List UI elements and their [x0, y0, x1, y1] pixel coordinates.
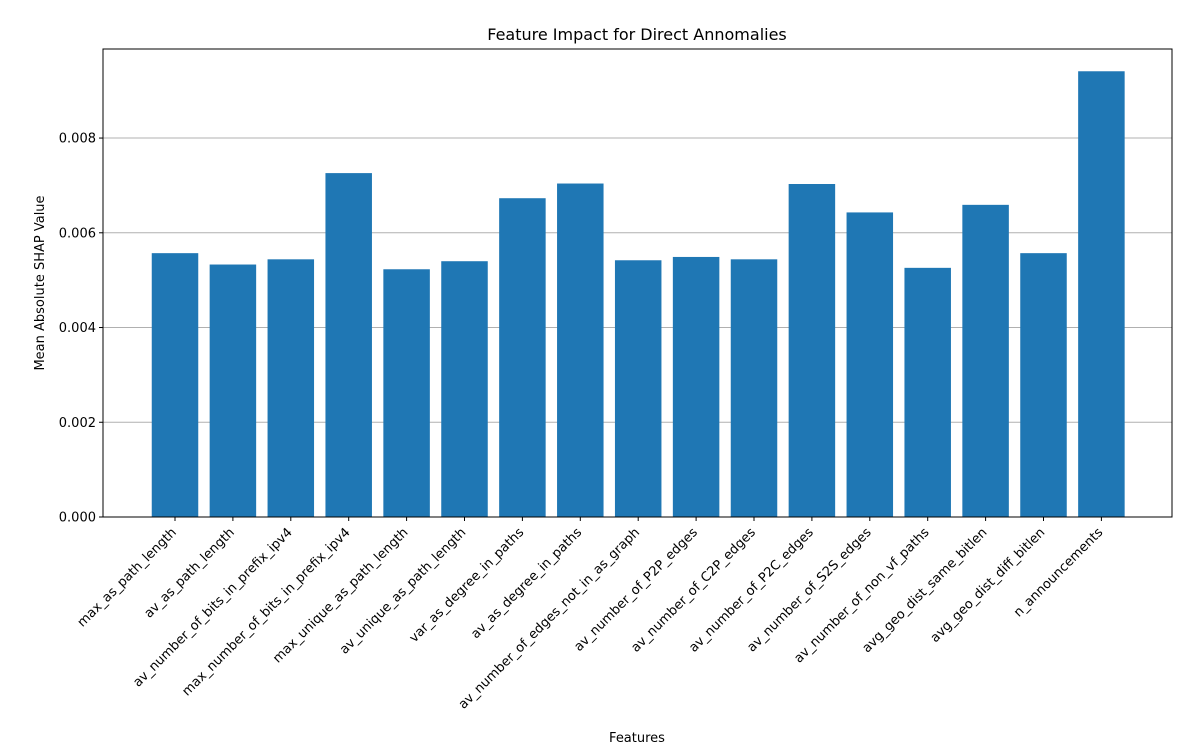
x-tick-label: av_number_of_C2P_edges: [628, 525, 759, 656]
y-tick-label: 0.004: [59, 321, 96, 336]
bar: [904, 267, 951, 517]
bars: [151, 71, 1125, 518]
bar: [267, 259, 315, 517]
bar: [441, 261, 488, 517]
plot-frame: [102, 48, 1173, 518]
bar: [151, 253, 199, 517]
bar: [383, 269, 430, 517]
y-axis-label: Mean Absolute SHAP Value: [33, 195, 48, 370]
x-tick-label: max_as_path_length: [75, 525, 180, 630]
bar: [325, 173, 372, 517]
x-tick-label: av_number_of_P2P_edges: [571, 525, 701, 655]
bar: [1078, 71, 1125, 518]
y-tick-label: 0.000: [59, 511, 96, 526]
x-axis-ticks: max_as_path_lengthav_as_path_lengthav_nu…: [75, 517, 1106, 712]
x-tick-label: avg_geo_dist_diff_bitlen: [928, 525, 1049, 646]
bar: [788, 184, 836, 517]
bar: [209, 264, 257, 517]
y-axis-ticks: 0.000 0.002 0.004 0.006 0.008: [59, 132, 103, 526]
y-tick-label: 0.002: [59, 416, 96, 431]
x-tick-label: av_as_degree_in_paths: [468, 525, 585, 642]
bar: [730, 259, 778, 517]
bar: [962, 204, 1009, 517]
bar: [846, 212, 894, 517]
x-tick-label: var_as_degree_in_paths: [407, 525, 528, 646]
bar: [672, 256, 720, 517]
bar: [1020, 253, 1067, 517]
y-tick-label: 0.006: [59, 226, 96, 241]
chart-title: Feature Impact for Direct Annomalies: [487, 25, 787, 44]
x-axis-label: Features: [609, 731, 665, 746]
bar: [614, 260, 662, 517]
x-tick-label: av_number_of_S2S_edges: [745, 525, 875, 655]
x-tick-label: av_number_of_P2C_edges: [686, 525, 817, 656]
bar: [557, 183, 604, 518]
bar: [499, 198, 546, 518]
y-tick-label: 0.008: [59, 132, 96, 147]
x-tick-label: avg_geo_dist_same_bitlen: [860, 525, 991, 656]
